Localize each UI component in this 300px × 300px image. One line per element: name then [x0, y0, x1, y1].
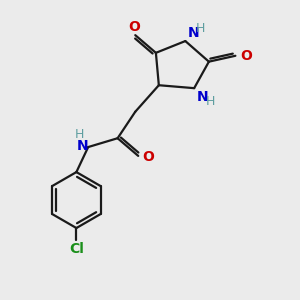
Text: O: O	[142, 150, 154, 164]
Text: O: O	[241, 49, 253, 63]
Text: N: N	[77, 139, 89, 153]
Text: H: H	[196, 22, 205, 34]
Text: N: N	[197, 90, 209, 104]
Text: H: H	[206, 94, 215, 108]
Text: O: O	[128, 20, 140, 34]
Text: H: H	[75, 128, 85, 141]
Text: N: N	[188, 26, 199, 40]
Text: Cl: Cl	[69, 242, 84, 256]
